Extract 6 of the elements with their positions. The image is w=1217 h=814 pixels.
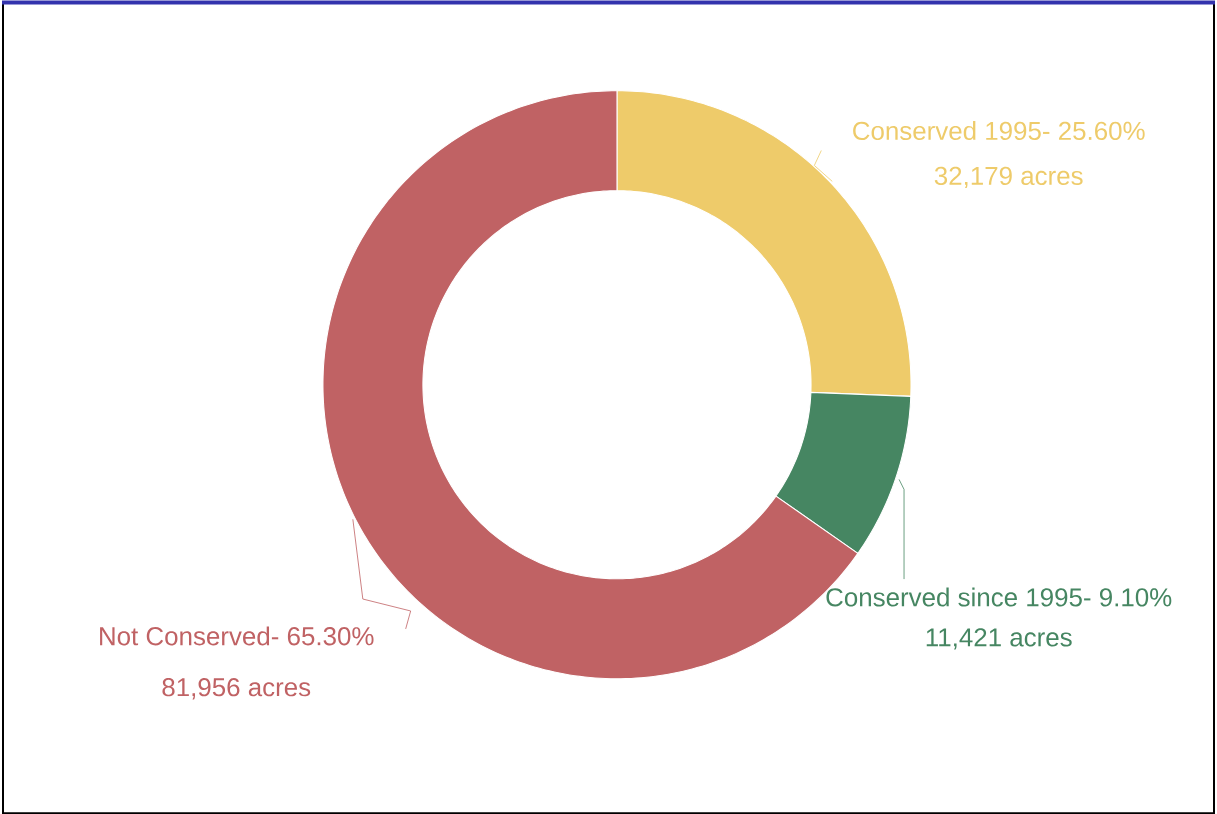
data-label: 11,421 acres — [926, 628, 1072, 650]
slice-label: Conserved 1995- 25.60% — [853, 120, 1145, 140]
data-label: 32,179 acres — [934, 166, 1083, 188]
data-label: 81,956 acres — [162, 677, 311, 700]
slice-label: Not Conserved- 65.30% — [100, 626, 374, 646]
slice-label: Conserved since 1995- 9.10% — [826, 587, 1172, 607]
